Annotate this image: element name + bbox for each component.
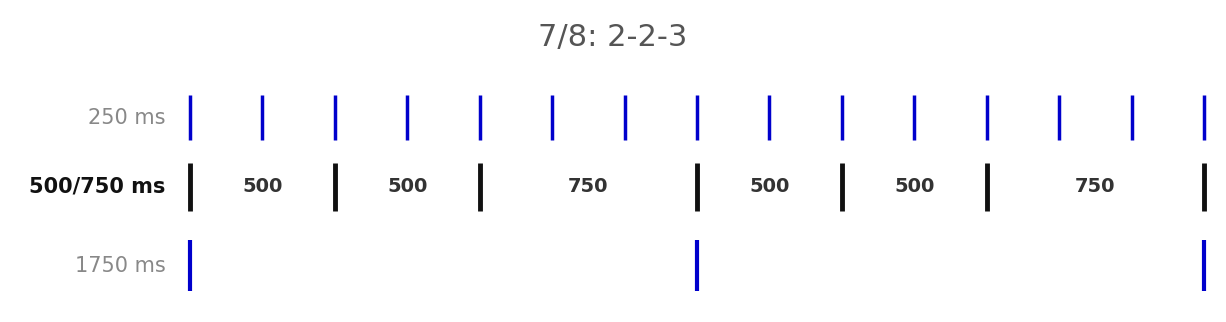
Text: 500: 500 [243, 177, 283, 196]
Text: 1750 ms: 1750 ms [75, 256, 166, 276]
Text: 750: 750 [1075, 177, 1116, 196]
Text: 500: 500 [749, 177, 790, 196]
Text: 7/8: 2-2-3: 7/8: 2-2-3 [538, 23, 688, 52]
Text: 500: 500 [894, 177, 934, 196]
Text: 500: 500 [387, 177, 428, 196]
Text: 250 ms: 250 ms [88, 108, 166, 128]
Text: 750: 750 [568, 177, 608, 196]
Text: 500/750 ms: 500/750 ms [29, 177, 166, 197]
